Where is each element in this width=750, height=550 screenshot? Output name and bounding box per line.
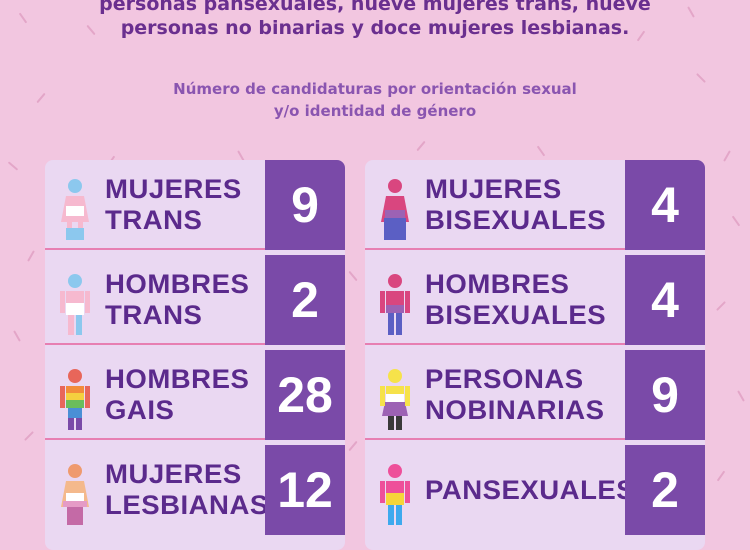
intro-line-1: personas pansexuales, nueve mujeres tran…	[99, 0, 651, 15]
lesbian-woman-flag-icon	[61, 464, 89, 525]
bisexual-man-flag-icon	[380, 274, 410, 335]
category-label: MUJERES BISEXUALES	[425, 174, 607, 235]
category-label: PERSONAS NOBINARIAS	[425, 364, 605, 425]
list-item: HOMBRES BISEXUALES 4	[365, 255, 705, 345]
list-item: HOMBRES GAIS 28	[45, 350, 345, 440]
count-value: 2	[265, 255, 345, 345]
category-label: MUJERES TRANS	[105, 174, 242, 235]
count-value: 9	[265, 160, 345, 250]
count-value: 12	[265, 445, 345, 535]
category-label: PANSEXUALES	[425, 474, 636, 505]
trans-woman-flag-icon	[61, 179, 89, 240]
trans-man-flag-icon	[60, 274, 90, 335]
count-value: 4	[625, 255, 705, 345]
bisexual-woman-flag-icon	[381, 179, 409, 240]
list-item: PERSONAS NOBINARIAS 9	[365, 350, 705, 440]
list-item: MUJERES BISEXUALES 4	[365, 160, 705, 250]
chart-subtitle: Número de candidaturas por orientación s…	[0, 78, 750, 122]
count-value: 28	[265, 350, 345, 440]
intro-line-2: personas no binarias y doce mujeres lesb…	[120, 17, 630, 39]
category-label: MUJERES LESBIANAS	[105, 459, 269, 520]
category-label: HOMBRES GAIS	[105, 364, 250, 425]
count-value: 4	[625, 160, 705, 250]
right-card: MUJERES BISEXUALES 4 HOMBRES BISEXUALES 4	[365, 160, 705, 550]
pansexual-person-flag-icon	[380, 464, 410, 525]
intro-text: personas pansexuales, nueve mujeres tran…	[0, 0, 750, 40]
gay-man-rainbow-icon	[60, 369, 90, 430]
count-value: 9	[625, 350, 705, 440]
count-value: 2	[625, 445, 705, 535]
list-item: MUJERES LESBIANAS 12	[45, 445, 345, 535]
list-item: HOMBRES TRANS 2	[45, 255, 345, 345]
nonbinary-person-flag-icon	[380, 369, 410, 430]
left-card: MUJERES TRANS 9 HOMBRES TRANS 2	[45, 160, 345, 550]
subtitle-line-2: y/o identidad de género	[273, 102, 477, 120]
category-label: HOMBRES TRANS	[105, 269, 250, 330]
list-item: MUJERES TRANS 9	[45, 160, 345, 250]
category-label: HOMBRES BISEXUALES	[425, 269, 607, 330]
subtitle-line-1: Número de candidaturas por orientación s…	[173, 80, 577, 98]
list-item: PANSEXUALES 2	[365, 445, 705, 535]
